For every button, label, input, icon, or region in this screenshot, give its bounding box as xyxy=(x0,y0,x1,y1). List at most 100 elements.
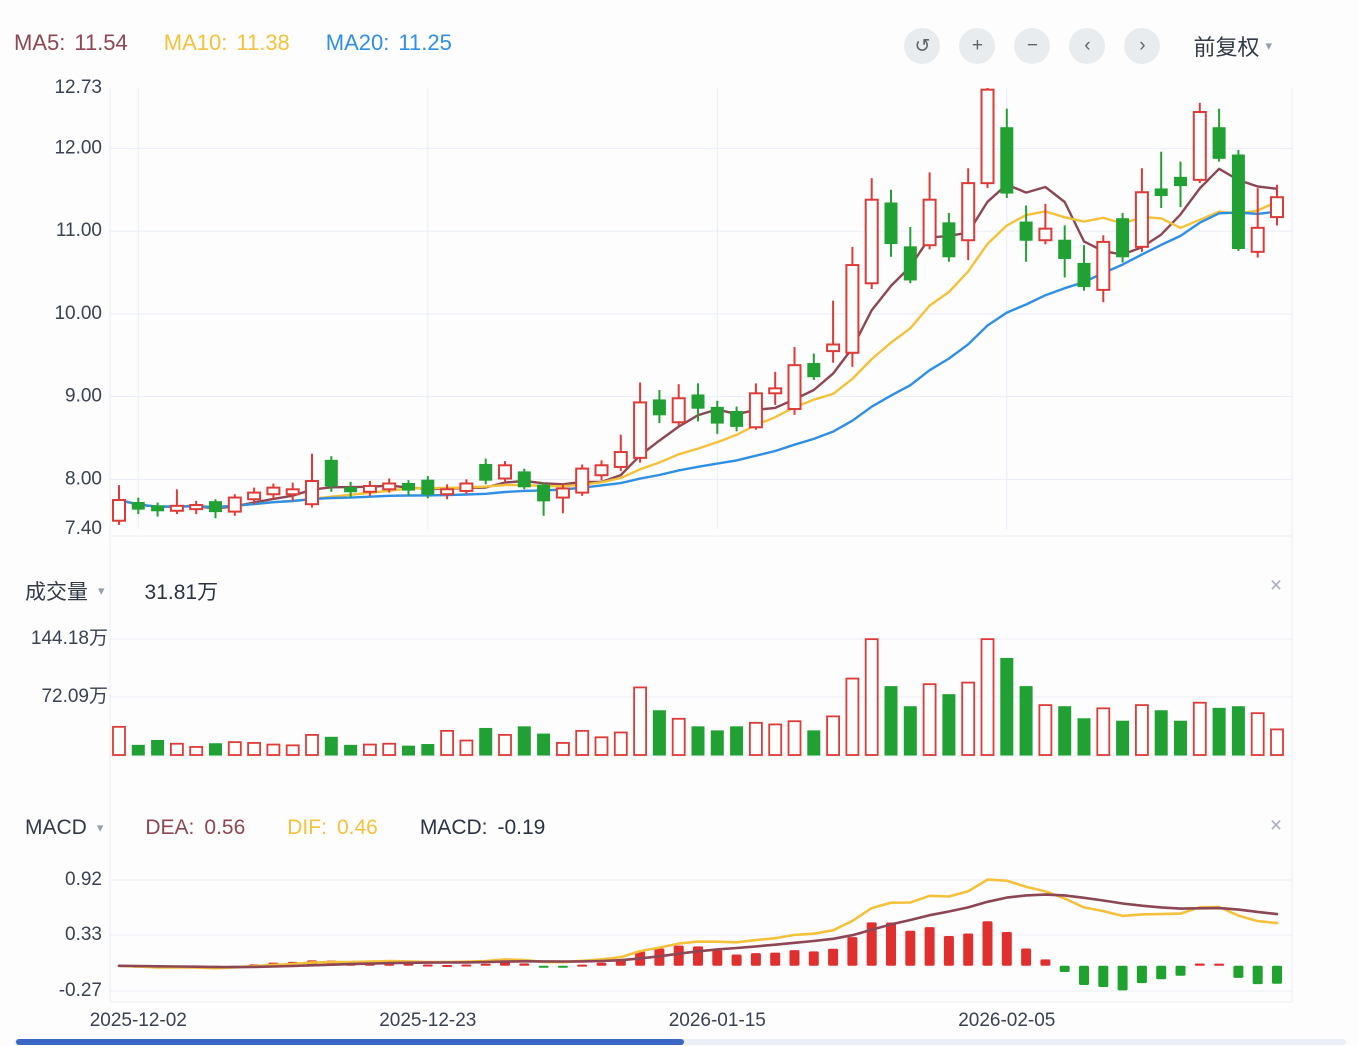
ma10-label: MA10: xyxy=(163,30,228,55)
volume-bar xyxy=(1077,718,1091,756)
volume-bar xyxy=(459,739,474,756)
zoom-in-button[interactable]: + xyxy=(959,28,996,64)
volume-bar xyxy=(864,638,879,756)
chevron-down-icon: ▾ xyxy=(98,583,105,598)
ma-legend: MA5: 11.54 MA10: 11.38 MA20: 11.25 xyxy=(14,30,452,56)
candle-body xyxy=(826,343,841,353)
volume-bar xyxy=(710,730,724,756)
candle-body xyxy=(421,479,435,495)
macd-value: -0.19 xyxy=(497,816,546,839)
volume-bar xyxy=(324,736,338,756)
candle-body xyxy=(845,264,860,354)
ma20-label: MA20: xyxy=(325,30,390,55)
volume-bar xyxy=(942,694,956,756)
date-axis-tick: 2025-12-23 xyxy=(379,1010,476,1031)
macd-panel-close-icon[interactable]: × xyxy=(1269,814,1283,837)
macd-histogram-bar xyxy=(866,922,877,966)
volume-bar xyxy=(730,726,744,756)
macd-histogram-bar xyxy=(538,965,549,968)
candle-body xyxy=(730,411,744,427)
volume-panel-close-icon[interactable]: × xyxy=(1269,574,1283,597)
volume-bar xyxy=(285,744,300,756)
candle-body xyxy=(517,471,531,488)
volume-bar xyxy=(402,745,415,756)
volume-bar xyxy=(362,743,377,756)
volume-bar xyxy=(1231,706,1245,756)
volume-bar xyxy=(498,733,512,756)
volume-bar xyxy=(479,727,493,756)
volume-panel-header: 成交量 ▾ 31.81万 xyxy=(25,576,218,606)
macd-histogram-bar xyxy=(577,964,588,967)
candle-body xyxy=(1019,221,1033,241)
volume-bar xyxy=(1058,706,1072,756)
date-axis-tick: 2025-12-02 xyxy=(90,1010,187,1031)
macd-axis-tick: -0.27 xyxy=(59,980,102,1001)
macd-label: MACD: xyxy=(419,816,488,839)
adjust-mode-label: 前复权 xyxy=(1193,35,1260,60)
ma10-legend: MA10: 11.38 xyxy=(164,30,290,56)
candle-body xyxy=(1058,239,1072,259)
candle-body xyxy=(498,464,512,480)
volume-bar xyxy=(1154,710,1168,756)
volume-bar xyxy=(613,731,628,756)
volume-bar xyxy=(768,723,783,756)
candle-body xyxy=(1231,154,1245,250)
volume-bar xyxy=(517,726,531,756)
macd-histogram-bar xyxy=(1194,963,1205,966)
candle-body xyxy=(362,484,377,493)
ma5-label: MA5: xyxy=(14,30,66,55)
macd-histogram-bar xyxy=(1098,965,1109,987)
adjust-mode-dropdown[interactable]: 前复权 ▾ xyxy=(1193,30,1272,62)
candle-body xyxy=(1134,191,1149,248)
macd-histogram-bar xyxy=(557,965,568,968)
volume-bar xyxy=(131,744,145,756)
volume-bar xyxy=(169,742,184,756)
candle-body xyxy=(903,246,917,281)
volume-bar xyxy=(903,706,917,756)
volume-bar xyxy=(537,733,551,756)
dea-legend: DEA: 0.56 xyxy=(145,816,245,840)
date-axis-tick: 2026-01-15 xyxy=(669,1010,766,1031)
macd-histogram-bar xyxy=(750,953,761,966)
macd-histogram-bar xyxy=(808,951,819,966)
ma20-legend: MA20: 11.25 xyxy=(326,30,452,56)
candle-body xyxy=(922,198,937,247)
volume-bar xyxy=(1096,707,1111,756)
macd-histogram-bar xyxy=(1136,965,1147,984)
macd-histogram-bar xyxy=(1079,965,1089,986)
time-range-scrollbar-thumb[interactable] xyxy=(16,1039,684,1045)
candle-body xyxy=(247,491,262,501)
volume-bar xyxy=(884,686,898,756)
reset-button[interactable]: ↺ xyxy=(904,28,941,64)
candle-body xyxy=(1077,262,1091,288)
price-axis-tick: 9.00 xyxy=(65,386,102,407)
candle-body xyxy=(594,464,609,477)
volume-indicator-dropdown[interactable]: 成交量 xyxy=(25,581,88,604)
pan-right-button[interactable]: › xyxy=(1124,28,1161,64)
zoom-out-button[interactable]: − xyxy=(1014,28,1051,64)
candle-body xyxy=(575,467,590,494)
macd-histogram-bar xyxy=(442,964,453,967)
macd-histogram-bar xyxy=(1214,963,1225,966)
candle-body xyxy=(768,387,783,395)
price-axis-tick: 10.00 xyxy=(54,303,102,324)
volume-bar xyxy=(787,720,802,756)
volume-bar xyxy=(1270,728,1284,756)
macd-histogram-bar xyxy=(1001,931,1012,966)
pan-left-button[interactable]: ‹ xyxy=(1069,28,1106,64)
macd-indicator-dropdown[interactable]: MACD xyxy=(25,816,87,839)
candle-body xyxy=(1174,176,1187,187)
volume-bar xyxy=(1250,712,1265,756)
macd-histogram-bar xyxy=(982,921,993,966)
candle-body xyxy=(382,482,397,491)
macd-histogram-bar xyxy=(905,930,916,966)
candle-body xyxy=(613,451,628,468)
candle-body xyxy=(652,399,666,416)
price-axis-tick: 7.40 xyxy=(65,518,102,539)
macd-histogram-bar xyxy=(770,952,781,966)
candle-body xyxy=(479,463,493,481)
ma10-value: 11.38 xyxy=(236,30,290,55)
macd-axis-tick: 0.33 xyxy=(65,924,102,945)
candle-body xyxy=(112,499,126,522)
